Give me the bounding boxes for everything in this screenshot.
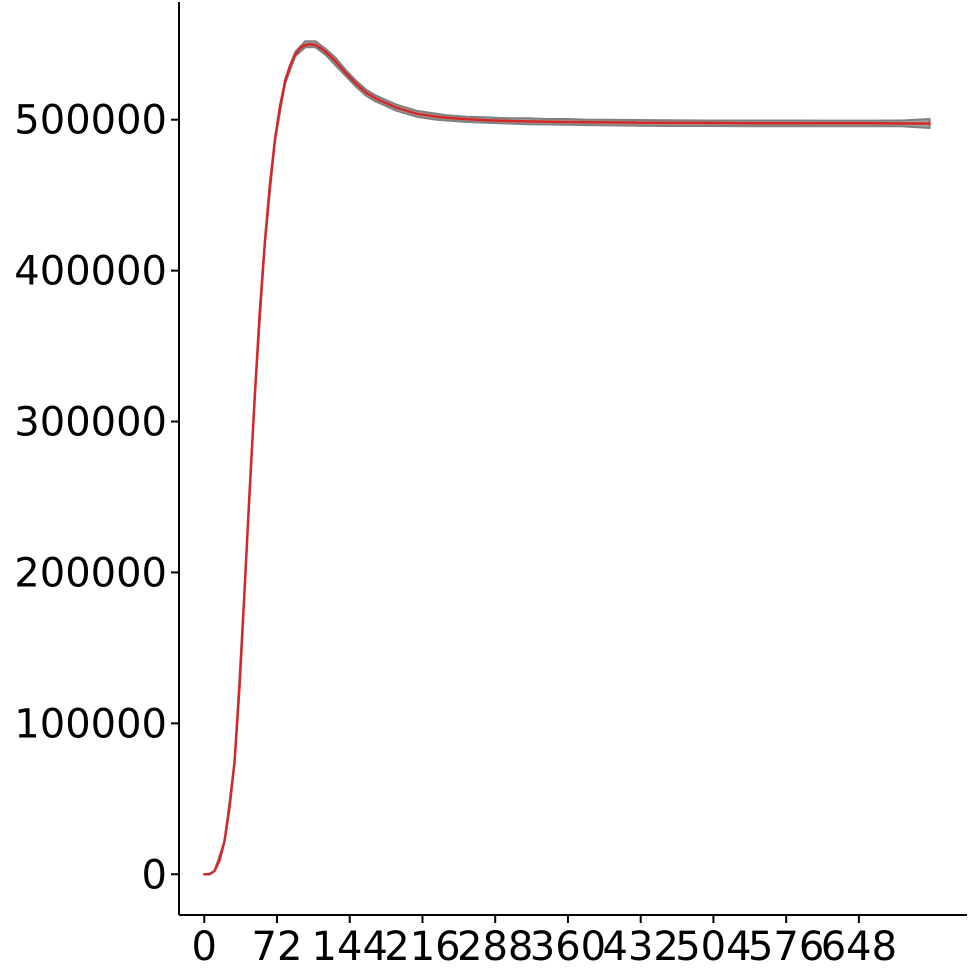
x-tick-label: 504 [675,924,751,969]
y-tick-label: 100000 [14,701,167,747]
x-tick-label: 72 [252,924,303,969]
x-tick-label: 360 [530,924,606,969]
mean-line-series [203,43,931,876]
y-tick-label: 0 [142,852,167,898]
y-tick-label: 400000 [14,249,167,295]
y-tick-label: 300000 [14,400,167,446]
x-tick-label: 432 [603,924,679,969]
x-tick-label: 288 [457,924,533,969]
x-tick-label: 0 [192,924,217,969]
y-tick-label: 500000 [14,98,167,144]
replicate-band-series [203,40,931,876]
plot-area [203,40,931,876]
x-tick-label: 144 [312,924,388,969]
x-tick-label: 576 [748,924,824,969]
y-tick-label: 200000 [14,550,167,596]
x-tick-label: 216 [384,924,460,969]
x-tick-label: 648 [821,924,897,969]
y-axis-ticks: 0 100000 200000 300000 400000 500000 [14,98,179,898]
axes [178,2,967,916]
